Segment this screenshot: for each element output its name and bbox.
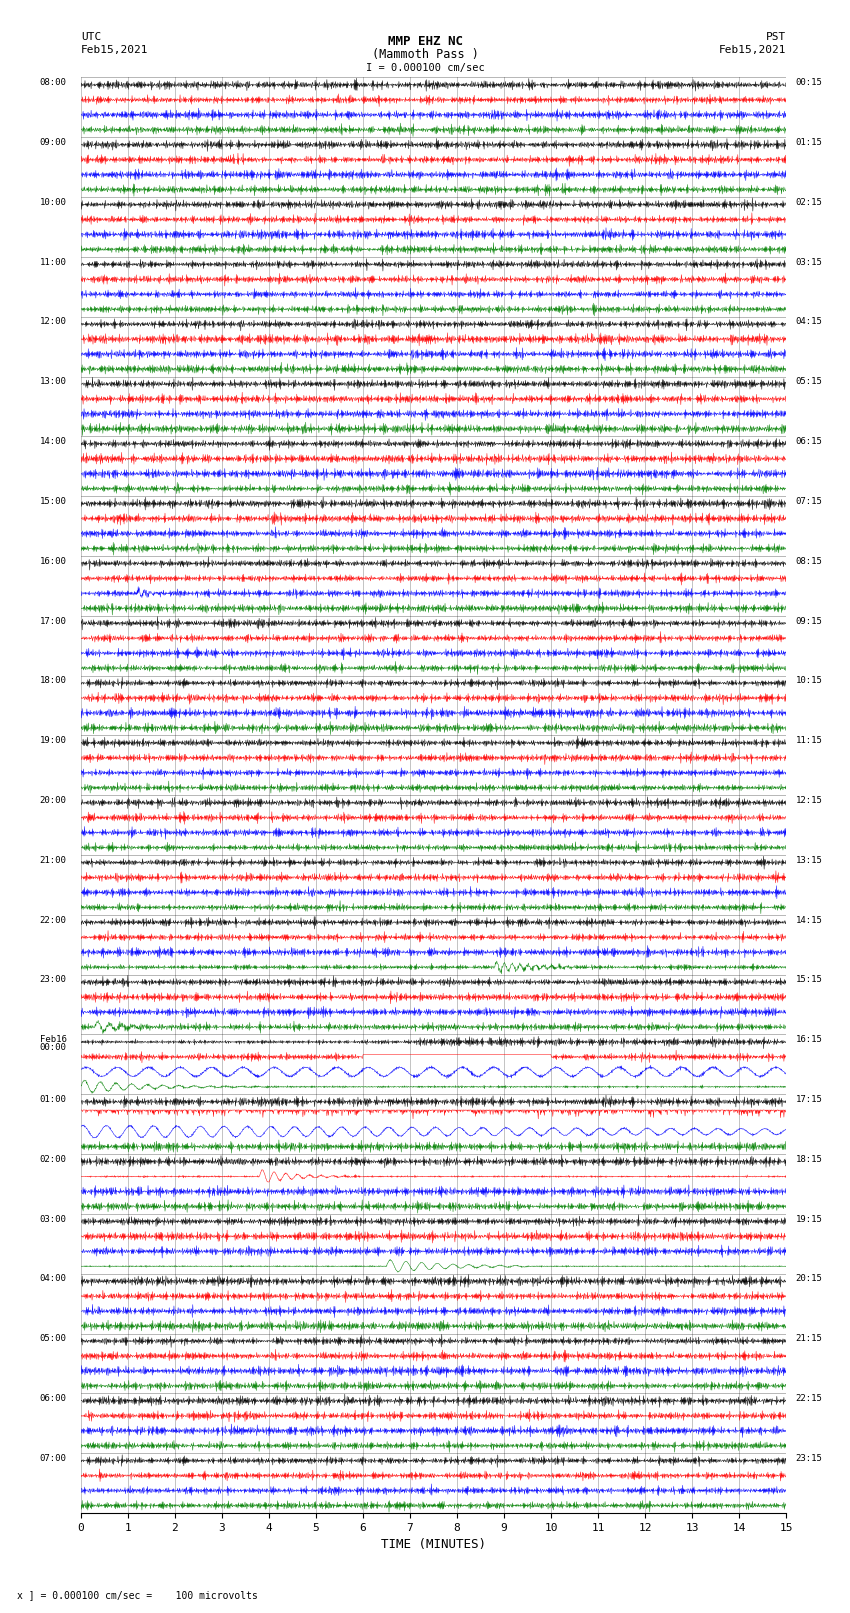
Text: 12:15: 12:15 xyxy=(796,795,823,805)
Text: 18:15: 18:15 xyxy=(796,1155,823,1165)
Text: 19:00: 19:00 xyxy=(40,736,66,745)
Text: 21:15: 21:15 xyxy=(796,1334,823,1344)
Text: 14:15: 14:15 xyxy=(796,916,823,924)
Text: 02:15: 02:15 xyxy=(796,198,823,206)
Text: 20:15: 20:15 xyxy=(796,1274,823,1284)
Text: 19:15: 19:15 xyxy=(796,1215,823,1224)
Text: 04:00: 04:00 xyxy=(40,1274,66,1284)
Text: 01:00: 01:00 xyxy=(40,1095,66,1103)
Text: 23:00: 23:00 xyxy=(40,976,66,984)
Text: 08:15: 08:15 xyxy=(796,556,823,566)
Text: 18:00: 18:00 xyxy=(40,676,66,686)
Text: 16:15: 16:15 xyxy=(796,1036,823,1044)
Text: I = 0.000100 cm/sec: I = 0.000100 cm/sec xyxy=(366,63,484,73)
Text: 13:00: 13:00 xyxy=(40,377,66,386)
Text: 22:00: 22:00 xyxy=(40,916,66,924)
Text: 21:00: 21:00 xyxy=(40,857,66,865)
Text: 07:15: 07:15 xyxy=(796,497,823,506)
Text: 15:00: 15:00 xyxy=(40,497,66,506)
Text: (Mammoth Pass ): (Mammoth Pass ) xyxy=(371,48,479,61)
Text: 09:00: 09:00 xyxy=(40,139,66,147)
Text: 16:00: 16:00 xyxy=(40,556,66,566)
Text: MMP EHZ NC: MMP EHZ NC xyxy=(388,35,462,48)
X-axis label: TIME (MINUTES): TIME (MINUTES) xyxy=(381,1539,486,1552)
Text: Feb16: Feb16 xyxy=(40,1036,66,1044)
Text: 15:15: 15:15 xyxy=(796,976,823,984)
Text: 13:15: 13:15 xyxy=(796,857,823,865)
Text: 20:00: 20:00 xyxy=(40,795,66,805)
Text: 17:15: 17:15 xyxy=(796,1095,823,1103)
Text: 05:15: 05:15 xyxy=(796,377,823,386)
Text: 17:00: 17:00 xyxy=(40,616,66,626)
Text: 11:00: 11:00 xyxy=(40,258,66,266)
Text: 00:00: 00:00 xyxy=(40,1042,66,1052)
Text: 03:15: 03:15 xyxy=(796,258,823,266)
Text: 06:15: 06:15 xyxy=(796,437,823,447)
Text: 22:15: 22:15 xyxy=(796,1394,823,1403)
Text: 14:00: 14:00 xyxy=(40,437,66,447)
Text: 02:00: 02:00 xyxy=(40,1155,66,1165)
Text: 01:15: 01:15 xyxy=(796,139,823,147)
Text: 04:15: 04:15 xyxy=(796,318,823,326)
Text: x ] = 0.000100 cm/sec =    100 microvolts: x ] = 0.000100 cm/sec = 100 microvolts xyxy=(17,1590,258,1600)
Text: PST: PST xyxy=(766,32,786,42)
Text: 03:00: 03:00 xyxy=(40,1215,66,1224)
Text: 09:15: 09:15 xyxy=(796,616,823,626)
Text: 23:15: 23:15 xyxy=(796,1453,823,1463)
Text: 06:00: 06:00 xyxy=(40,1394,66,1403)
Text: 08:00: 08:00 xyxy=(40,77,66,87)
Text: UTC: UTC xyxy=(81,32,101,42)
Text: Feb15,2021: Feb15,2021 xyxy=(81,45,148,55)
Text: Feb15,2021: Feb15,2021 xyxy=(719,45,786,55)
Text: 12:00: 12:00 xyxy=(40,318,66,326)
Text: 10:00: 10:00 xyxy=(40,198,66,206)
Text: 10:15: 10:15 xyxy=(796,676,823,686)
Text: 00:15: 00:15 xyxy=(796,77,823,87)
Text: 11:15: 11:15 xyxy=(796,736,823,745)
Text: 07:00: 07:00 xyxy=(40,1453,66,1463)
Text: 05:00: 05:00 xyxy=(40,1334,66,1344)
